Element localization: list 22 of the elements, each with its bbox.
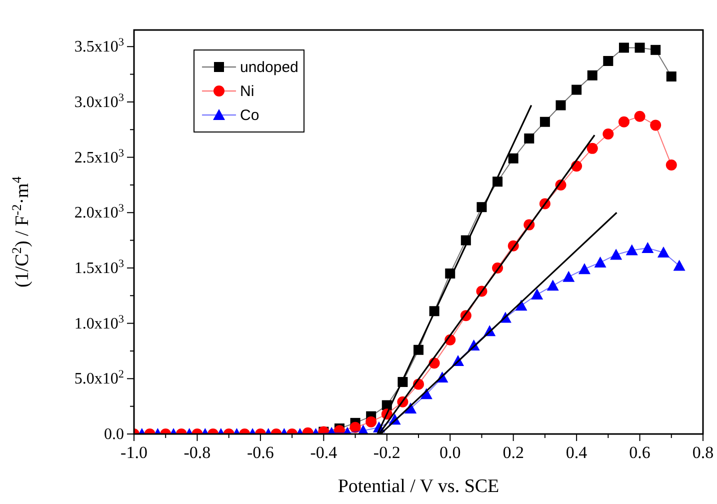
y-tick-label: 1.0x10$^{3}$: [74, 313, 124, 332]
y-tick-label: 2.0x10$^{3}$: [74, 202, 124, 222]
y-tick-label: 1.5x10$^{3}$: [74, 258, 124, 277]
y-tick-label: 2.5x10$^{3}$: [74, 147, 124, 166]
x-tick-label: 0.2: [502, 443, 524, 462]
y-tick-label: 0.0: [104, 426, 124, 443]
x-tick-label: -0.4: [310, 443, 338, 462]
x-tick-label: -1.0: [120, 443, 148, 462]
x-tick-label: -0.6: [246, 443, 274, 462]
legend-label: Co: [240, 107, 260, 124]
x-tick-label: -0.8: [184, 443, 211, 462]
y-tick-label: 5.0x10$^{2}$: [74, 368, 124, 388]
x-tick-label: 0.4: [566, 443, 588, 462]
x-axis-title: Potential / V vs. SCE: [338, 476, 500, 497]
legend-label: Ni: [240, 83, 254, 100]
y-tick-label: 3.0x10$^{3}$: [74, 92, 124, 111]
x-tick-label: -0.2: [373, 443, 400, 462]
x-tick-label: 0.6: [629, 443, 650, 462]
y-tick-label: 3.5x10$^{3}$: [74, 36, 124, 56]
x-tick-label: 0.8: [692, 443, 714, 462]
legend-label: undoped: [240, 59, 298, 76]
x-tick-label: 0.0: [439, 443, 461, 462]
